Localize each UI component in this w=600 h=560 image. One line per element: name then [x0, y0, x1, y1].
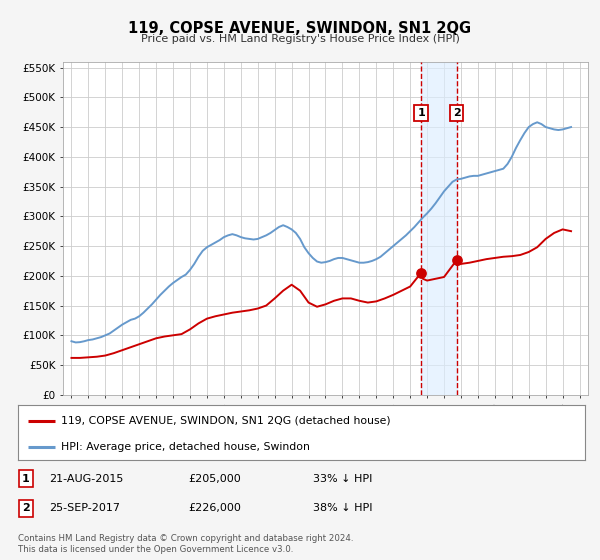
Text: 2: 2 [452, 108, 460, 118]
Text: HPI: Average price, detached house, Swindon: HPI: Average price, detached house, Swin… [61, 442, 310, 451]
Text: £226,000: £226,000 [188, 503, 241, 513]
Text: Contains HM Land Registry data © Crown copyright and database right 2024.
This d: Contains HM Land Registry data © Crown c… [18, 534, 353, 554]
Point [452, 256, 461, 265]
Text: 2: 2 [22, 503, 30, 513]
Text: 1: 1 [22, 474, 30, 484]
Text: £205,000: £205,000 [188, 474, 241, 484]
Point [416, 268, 426, 277]
Text: 33% ↓ HPI: 33% ↓ HPI [313, 474, 372, 484]
Text: 25-SEP-2017: 25-SEP-2017 [49, 503, 120, 513]
Text: 38% ↓ HPI: 38% ↓ HPI [313, 503, 373, 513]
Text: Price paid vs. HM Land Registry's House Price Index (HPI): Price paid vs. HM Land Registry's House … [140, 34, 460, 44]
Text: 119, COPSE AVENUE, SWINDON, SN1 2QG (detached house): 119, COPSE AVENUE, SWINDON, SN1 2QG (det… [61, 416, 390, 426]
Text: 21-AUG-2015: 21-AUG-2015 [49, 474, 124, 484]
Bar [421, 62, 457, 395]
Text: 119, COPSE AVENUE, SWINDON, SN1 2QG: 119, COPSE AVENUE, SWINDON, SN1 2QG [128, 21, 472, 36]
Text: 1: 1 [417, 108, 425, 118]
